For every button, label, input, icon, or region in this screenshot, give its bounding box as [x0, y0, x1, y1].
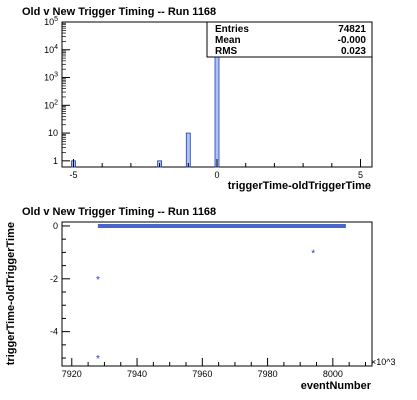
chart1-y-tick-label: 102: [44, 99, 58, 110]
stats-value: 0.023: [341, 46, 366, 57]
chart2-y-tick-label: -4: [50, 327, 58, 337]
chart1-x-axis-label: triggerTime-oldTriggerTime: [228, 180, 371, 192]
chart1-y-tick-label: 104: [44, 44, 58, 55]
stats-label: Mean: [215, 35, 241, 46]
chart2-x-tick-label: 7940: [127, 369, 147, 379]
chart2-x-tick-label: 7980: [258, 369, 278, 379]
chart2-title: Old v New Trigger Timing -- Run 1168: [22, 206, 216, 218]
chart2-x-tick-label: 7960: [192, 369, 212, 379]
stats-box: [206, 21, 373, 58]
chart2-y-tick-label: -2: [50, 274, 58, 284]
stats-value: 74821: [338, 24, 366, 35]
chart1-y-tick-label: 1: [53, 156, 58, 166]
stats-label: RMS: [215, 46, 238, 57]
chart2-x-tick-label: 7920: [62, 369, 82, 379]
chart1-y-tick-label: 105: [44, 16, 58, 27]
scatter-point: *: [96, 275, 100, 286]
scatter-chart: 0 -2 -4 7920 7940 7960 7980 8000 * * *: [50, 221, 373, 379]
chart1-title: Old v New Trigger Timing -- Run 1168: [22, 6, 216, 18]
chart1-x-tick-label: 0: [214, 170, 219, 180]
chart2-x-multiplier: ×10^3: [371, 357, 396, 367]
chart2-y-axis-label: triggerTime-oldTriggerTime: [5, 222, 17, 365]
chart2-x-tick-label: 8000: [323, 369, 343, 379]
histogram-chart: 1 10 102 103 104 105 -5 0 5 Entries 74821 Mean -0.00…: [44, 16, 373, 180]
scatter-point: *: [96, 354, 100, 365]
stats-value: -0.000: [338, 35, 367, 46]
chart1-y-tick-label: 10: [48, 128, 58, 138]
chart1-y-tick-label: 103: [44, 72, 58, 83]
histogram-bar: [185, 132, 191, 168]
scatter-point: *: [311, 248, 315, 259]
chart2-x-axis-label: eventNumber: [301, 380, 372, 392]
chart2-frame: [61, 221, 373, 367]
chart1-x-tick-label: 5: [358, 170, 363, 180]
stats-label: Entries: [215, 24, 249, 35]
chart1-x-tick-label: -5: [69, 170, 77, 180]
chart2-y-tick-label: 0: [53, 221, 58, 231]
